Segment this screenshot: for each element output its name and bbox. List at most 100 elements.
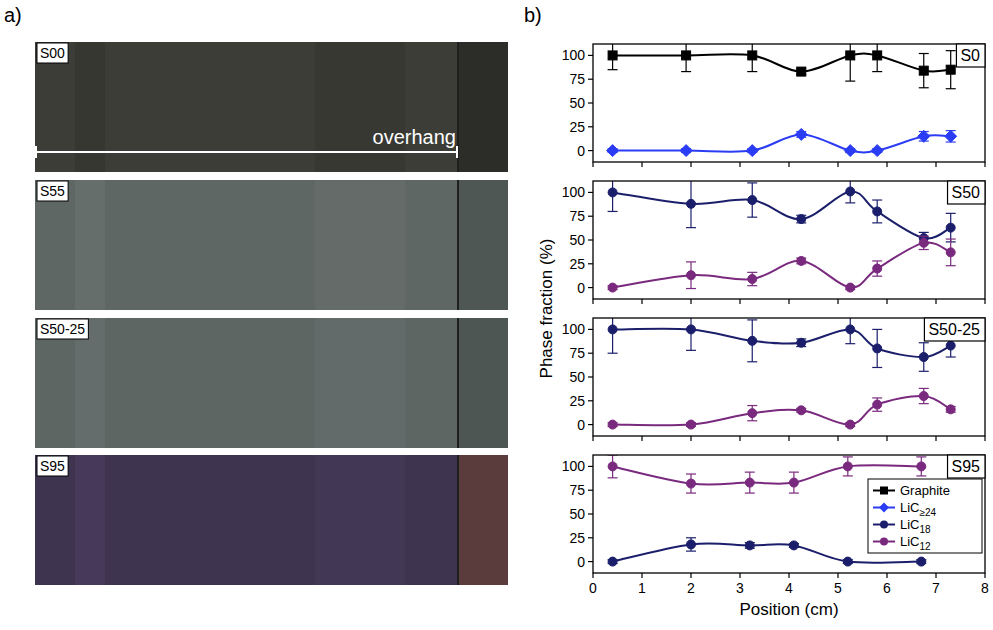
series-line <box>613 242 951 287</box>
plot-area <box>607 44 957 157</box>
error-bar <box>686 474 696 493</box>
y-tick-label: 75 <box>569 345 585 361</box>
point <box>846 51 855 60</box>
point <box>687 199 696 208</box>
point <box>797 215 806 224</box>
error-cap <box>872 367 882 368</box>
point <box>843 462 852 471</box>
error-cap <box>747 272 757 273</box>
error-line <box>612 318 613 353</box>
x-tick <box>984 162 985 167</box>
error-cap <box>919 371 929 372</box>
error-bar <box>747 406 757 421</box>
background <box>0 0 993 630</box>
x-tick <box>592 573 593 578</box>
photo-label: S00 <box>40 45 65 61</box>
photo-overhang <box>458 318 508 448</box>
y-tick-label: 100 <box>562 458 586 474</box>
legend-label: LiC18 <box>900 517 931 535</box>
plot-area <box>608 318 956 429</box>
x-tick-label: 4 <box>785 580 793 596</box>
error-bar <box>872 200 882 223</box>
axis-title: Phase fraction (%) <box>537 239 556 379</box>
x-tick <box>641 573 642 578</box>
y-tick <box>588 150 593 151</box>
point <box>797 338 806 347</box>
point <box>745 478 754 487</box>
x-tick-label: 0 <box>589 580 597 596</box>
x-tick <box>984 436 985 441</box>
x-tick-label: 6 <box>883 580 891 596</box>
photo-edge <box>457 318 459 448</box>
x-tick <box>984 299 985 304</box>
overhang-cap <box>456 146 458 158</box>
error-cap <box>946 238 956 239</box>
error-cap <box>946 50 956 51</box>
legend-label: LiC12 <box>900 534 931 552</box>
y-tick-label: 0 <box>577 280 585 296</box>
error-cap <box>686 551 696 552</box>
series-line <box>613 53 951 71</box>
y-tick <box>588 79 593 80</box>
chart-title: S0 <box>960 47 980 64</box>
point <box>789 478 798 487</box>
frame <box>593 318 985 436</box>
point <box>917 462 926 471</box>
y-tick-label: 25 <box>569 530 585 546</box>
photo-edge <box>457 455 459 585</box>
point <box>843 557 852 566</box>
error-bar <box>919 343 929 372</box>
error-cap <box>747 361 757 362</box>
point <box>687 420 696 429</box>
error-cap <box>686 537 696 538</box>
y-tick-label: 100 <box>562 47 586 63</box>
point <box>873 207 882 216</box>
error-cap <box>747 420 757 421</box>
chart: 0255075100S0 <box>562 30 985 167</box>
point <box>682 51 691 60</box>
error-cap <box>919 87 929 88</box>
point <box>846 187 855 196</box>
error-cap <box>919 388 929 389</box>
y-tick <box>588 192 593 193</box>
plot-area <box>608 181 956 292</box>
error-cap <box>747 319 757 320</box>
error-bar <box>872 329 882 367</box>
error-bar <box>872 261 882 276</box>
error-bar <box>686 181 696 228</box>
y-tick <box>588 424 593 425</box>
error-bar <box>919 388 929 403</box>
x-tick <box>886 162 887 167</box>
photo: S55 <box>35 180 508 310</box>
photo-strip <box>315 455 405 585</box>
error-line <box>850 44 851 81</box>
chart-title: S50 <box>952 184 981 201</box>
point <box>873 264 882 273</box>
error-bar <box>796 215 806 223</box>
error-cap <box>686 227 696 228</box>
error-bar <box>845 318 855 344</box>
error-cap <box>872 276 882 277</box>
point <box>687 540 696 549</box>
error-bar <box>789 472 799 493</box>
y-tick <box>588 376 593 377</box>
figure: a)S00S55S50-25S95overhangb)Phase fractio… <box>0 0 993 630</box>
photo-label-box <box>37 319 88 339</box>
error-cap <box>747 285 757 286</box>
point <box>746 145 758 157</box>
error-cap <box>745 472 755 473</box>
error-cap <box>686 473 696 474</box>
error-bar <box>608 318 618 353</box>
y-tick-label: 25 <box>569 119 585 135</box>
chart-title: S95 <box>952 458 981 475</box>
error-bar <box>872 44 882 72</box>
photo: S00 <box>35 42 508 172</box>
y-tick <box>588 537 593 538</box>
point <box>748 275 757 284</box>
error-cap <box>608 353 618 354</box>
series-line <box>613 396 951 425</box>
x-tick <box>837 299 838 304</box>
point <box>687 479 696 488</box>
x-tick <box>935 162 936 167</box>
legend-label: LiC≥24 <box>900 500 937 518</box>
